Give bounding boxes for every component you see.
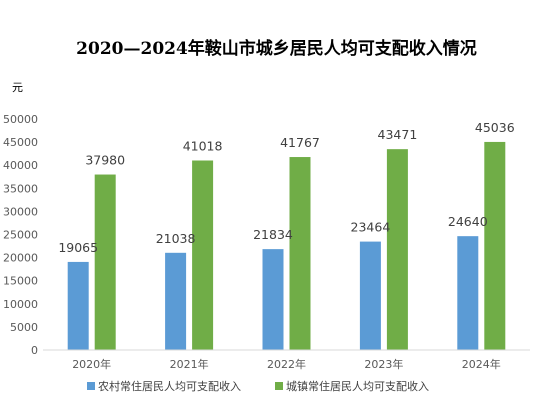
y-tick-label: 50000 (3, 113, 38, 126)
data-label: 37980 (85, 153, 125, 168)
y-tick-label: 30000 (3, 205, 38, 218)
data-label: 41018 (183, 138, 223, 153)
y-tick-label: 40000 (3, 159, 38, 172)
x-tick-label: 2024年 (462, 357, 501, 371)
x-tick-label: 2020年 (72, 357, 111, 371)
bar (484, 141, 506, 350)
legend-swatch (275, 382, 283, 390)
bar (386, 149, 408, 350)
y-tick-labels: 0 5000 10000 15000 20000 25000 30000 35000 40000… (3, 113, 38, 357)
y-tick-label: 5000 (10, 321, 38, 334)
legend-label: 城镇常住居民人均可支配收入 (286, 379, 429, 393)
chart-title: 2020—2024年鞍山市城乡居民人均可支配收入情况 (76, 39, 477, 59)
y-tick-label: 25000 (3, 229, 38, 242)
bar (359, 241, 381, 350)
y-tick-label: 10000 (3, 298, 38, 311)
bar (192, 160, 214, 350)
bar (94, 174, 116, 350)
y-axis-unit: 元 (12, 81, 23, 94)
y-tick-label: 20000 (3, 252, 38, 265)
data-labels: 19065 37980 21038 41018 21834 41767 23464 43471… (58, 120, 514, 255)
x-tick-label: 2021年 (170, 357, 209, 371)
data-label: 41767 (280, 135, 320, 150)
data-label: 23464 (351, 220, 391, 235)
data-label: 19065 (58, 240, 98, 255)
data-label: 45036 (475, 120, 515, 135)
bar (165, 252, 187, 350)
x-tick-label: 2022年 (267, 357, 306, 371)
y-tick-label: 45000 (3, 136, 38, 149)
x-tick-labels: 2020年 2021年 2022年 2023年 2024年 (72, 357, 501, 371)
bar (457, 236, 479, 350)
y-tick-label: 15000 (3, 275, 38, 288)
bar (289, 157, 311, 350)
data-label: 24640 (448, 214, 488, 229)
data-label: 43471 (378, 127, 418, 142)
y-tick-label: 35000 (3, 182, 38, 195)
bar (262, 249, 284, 350)
legend: 农村常住居民人均可支配收入 城镇常住居民人均可支配收入 (87, 379, 429, 393)
bars (67, 141, 506, 350)
bar (67, 261, 89, 350)
x-tick-label: 2023年 (364, 357, 403, 371)
data-label: 21834 (253, 227, 293, 242)
data-label: 21038 (156, 231, 196, 246)
legend-label: 农村常住居民人均可支配收入 (98, 379, 241, 393)
legend-swatch (87, 382, 95, 390)
y-tick-label: 0 (31, 344, 38, 357)
